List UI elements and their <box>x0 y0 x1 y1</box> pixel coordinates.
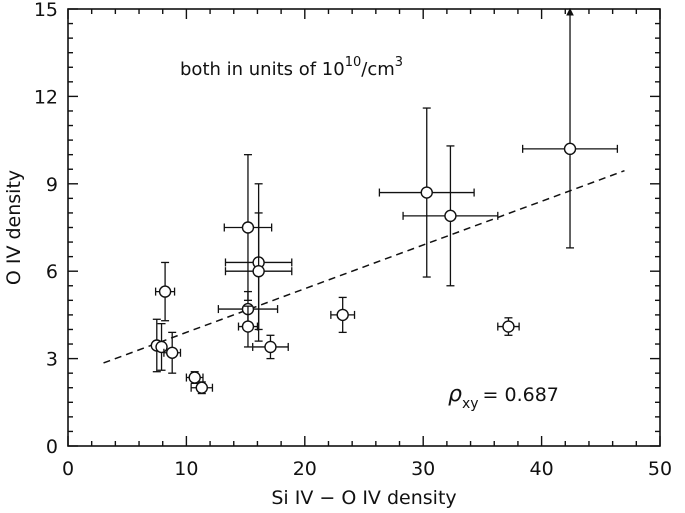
point-marker <box>155 340 168 354</box>
data-point <box>185 371 204 385</box>
correlation-label: ρxy = 0.687 <box>448 382 559 412</box>
point-marker <box>563 142 577 156</box>
y-tick-label: 3 <box>46 349 58 371</box>
fit-line <box>103 169 625 364</box>
data-point <box>223 154 273 301</box>
x-tick-label: 30 <box>411 458 435 480</box>
y-tick-label: 12 <box>34 86 58 108</box>
units-annotation-mid: /cm <box>361 59 395 80</box>
units-annotation-prefix: both in units of 10 <box>180 59 345 80</box>
data-point <box>224 212 293 331</box>
data-points <box>150 7 619 395</box>
point-marker <box>165 346 179 359</box>
data-point <box>402 145 499 287</box>
x-tick-label: 10 <box>174 458 198 480</box>
units-annotation-exp1: 10 <box>345 55 362 70</box>
point-marker <box>264 340 277 354</box>
point-marker <box>241 221 255 234</box>
axis-tick-labels: 0 10 20 30 40 50 0 3 6 9 12 15 <box>34 0 672 480</box>
x-tick-label: 40 <box>530 458 554 480</box>
x-axis-title: Si IV − O IV density <box>271 487 456 509</box>
point-marker <box>195 381 208 394</box>
data-point <box>154 261 176 322</box>
x-tick-label: 50 <box>648 458 672 480</box>
point-marker <box>241 320 255 333</box>
y-axis-title: O IV density <box>3 170 25 285</box>
point-marker <box>336 308 349 322</box>
point-marker <box>252 265 265 278</box>
point-marker <box>502 320 515 333</box>
axis-ticks <box>67 8 661 447</box>
data-point <box>378 107 475 278</box>
data-point <box>155 322 168 371</box>
x-tick-label: 0 <box>62 458 74 480</box>
data-point <box>330 296 356 334</box>
y-tick-label: 6 <box>46 261 58 283</box>
x-tick-label: 20 <box>293 458 317 480</box>
data-point <box>163 331 182 374</box>
point-marker <box>188 371 201 384</box>
data-point <box>497 317 520 336</box>
data-point <box>522 7 619 249</box>
units-annotation: both in units of 1010/cm3 <box>180 55 403 80</box>
point-marker <box>444 209 457 223</box>
correlation-symbol: ρ <box>448 382 462 407</box>
correlation-subscript: xy <box>462 396 479 412</box>
point-marker <box>158 285 172 298</box>
y-tick-label: 9 <box>46 174 58 196</box>
y-tick-label: 15 <box>34 0 58 21</box>
units-annotation-exp2: 3 <box>395 55 403 70</box>
data-point <box>190 381 214 395</box>
upper-arrow <box>566 7 574 16</box>
point-marker <box>420 186 433 199</box>
correlation-value: = 0.687 <box>483 384 559 406</box>
data-point <box>252 334 289 360</box>
y-tick-label: 0 <box>46 436 58 458</box>
